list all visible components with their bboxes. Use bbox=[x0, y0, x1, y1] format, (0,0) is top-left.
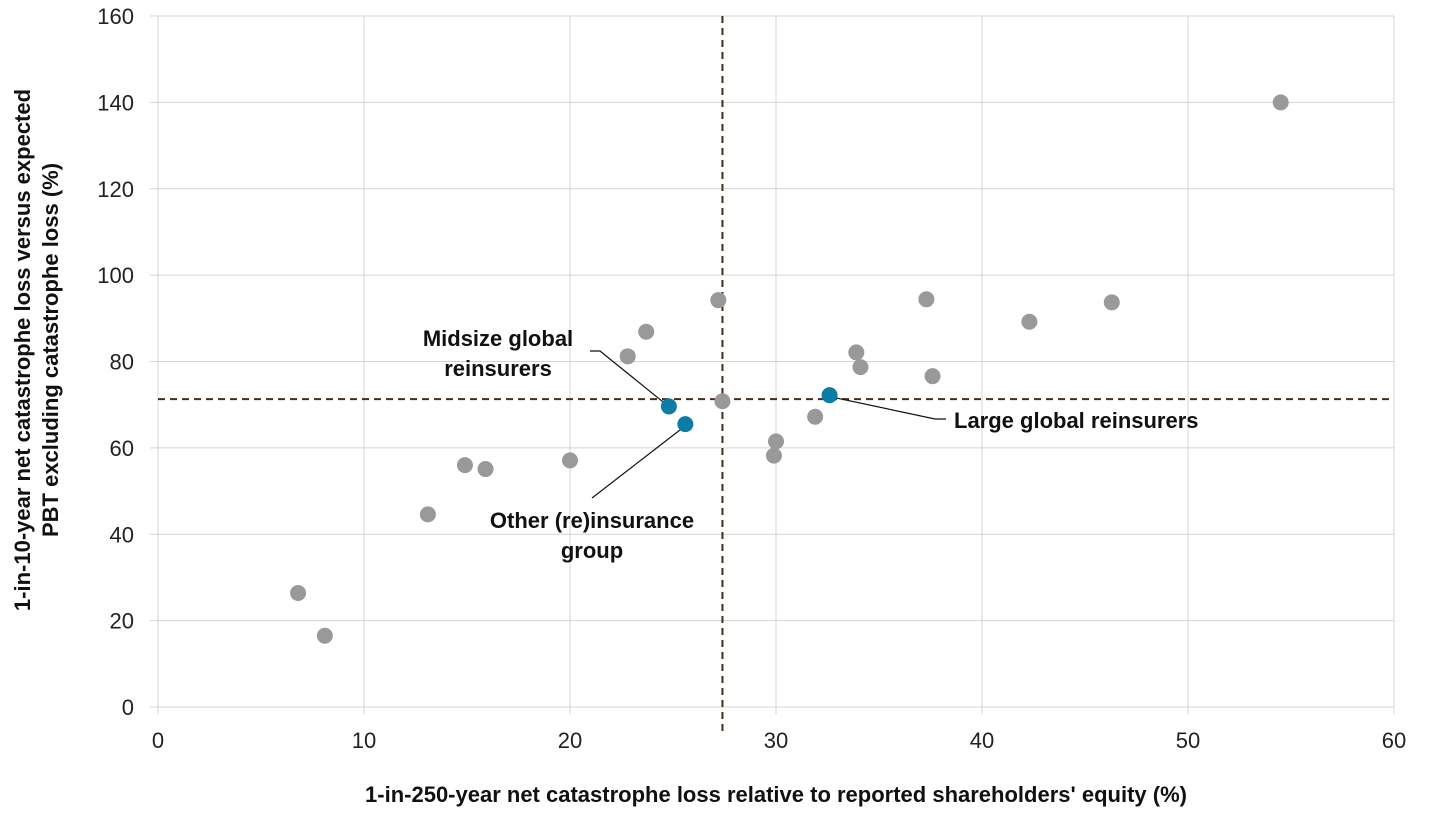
x-tick-label: 30 bbox=[764, 728, 788, 753]
x-tick-label: 50 bbox=[1176, 728, 1200, 753]
data-points bbox=[290, 94, 1289, 644]
annotation-leaders bbox=[590, 350, 946, 499]
y-tick-label: 140 bbox=[97, 90, 134, 115]
x-tick-label: 40 bbox=[970, 728, 994, 753]
data-point bbox=[710, 292, 727, 309]
data-point bbox=[638, 323, 655, 340]
y-tick-label: 0 bbox=[122, 695, 134, 720]
annotation-label: Midsize global bbox=[423, 326, 573, 351]
y-tick-label: 40 bbox=[110, 522, 134, 547]
highlight-data-point bbox=[677, 416, 694, 433]
annotation-label: Other (re)insurance bbox=[490, 508, 694, 533]
annotation-label: group bbox=[561, 538, 623, 563]
y-axis-title-group: 1-in-10-year net catastrophe loss versus… bbox=[10, 89, 63, 611]
data-point bbox=[290, 584, 307, 601]
data-point bbox=[1272, 94, 1289, 111]
y-tick-label: 100 bbox=[97, 263, 134, 288]
y-tick-label: 80 bbox=[110, 350, 134, 375]
annotation-leader-line bbox=[590, 350, 666, 404]
data-point bbox=[619, 348, 636, 365]
data-point bbox=[714, 393, 731, 410]
annotation-label: Large global reinsurers bbox=[954, 408, 1199, 433]
x-tick-label: 0 bbox=[152, 728, 164, 753]
data-point bbox=[848, 344, 865, 361]
data-point bbox=[1021, 313, 1038, 330]
y-tick-label: 20 bbox=[110, 609, 134, 634]
data-point bbox=[562, 452, 578, 469]
annotations: Midsize global reinsurers Other (re)insura… bbox=[423, 326, 1199, 563]
data-point bbox=[316, 627, 333, 644]
data-point bbox=[807, 408, 824, 425]
y-axis-title-line-2: PBT excluding catastrophe loss (%) bbox=[38, 163, 63, 537]
data-point bbox=[456, 457, 473, 474]
highlight-data-point bbox=[821, 387, 838, 404]
annotation-label: reinsurers bbox=[444, 356, 552, 381]
tick-labels: 0 10 20 30 40 50 60 0 20 40 60 80 100 120 140 160 bbox=[97, 4, 1406, 753]
data-point bbox=[918, 291, 935, 308]
annotation-leader-line bbox=[591, 427, 683, 499]
data-point bbox=[765, 447, 782, 464]
data-point bbox=[477, 461, 494, 478]
y-tick-label: 120 bbox=[97, 177, 134, 202]
x-tick-label: 60 bbox=[1382, 728, 1406, 753]
y-axis-title-line-1: 1-in-10-year net catastrophe loss versus… bbox=[10, 89, 35, 611]
data-point bbox=[419, 506, 436, 523]
gridlines bbox=[150, 15, 1395, 714]
data-point bbox=[924, 368, 941, 385]
x-tick-label: 10 bbox=[352, 728, 376, 753]
highlight-data-point bbox=[660, 398, 677, 415]
annotation-leader-line bbox=[832, 396, 946, 420]
data-point bbox=[852, 359, 869, 376]
reference-lines bbox=[158, 16, 1394, 735]
data-point bbox=[1103, 294, 1120, 311]
y-tick-label: 60 bbox=[110, 436, 134, 461]
x-tick-label: 20 bbox=[558, 728, 582, 753]
y-tick-label: 160 bbox=[97, 4, 134, 29]
x-axis-title: 1-in-250-year net catastrophe loss relat… bbox=[365, 782, 1187, 807]
data-point bbox=[768, 433, 784, 450]
